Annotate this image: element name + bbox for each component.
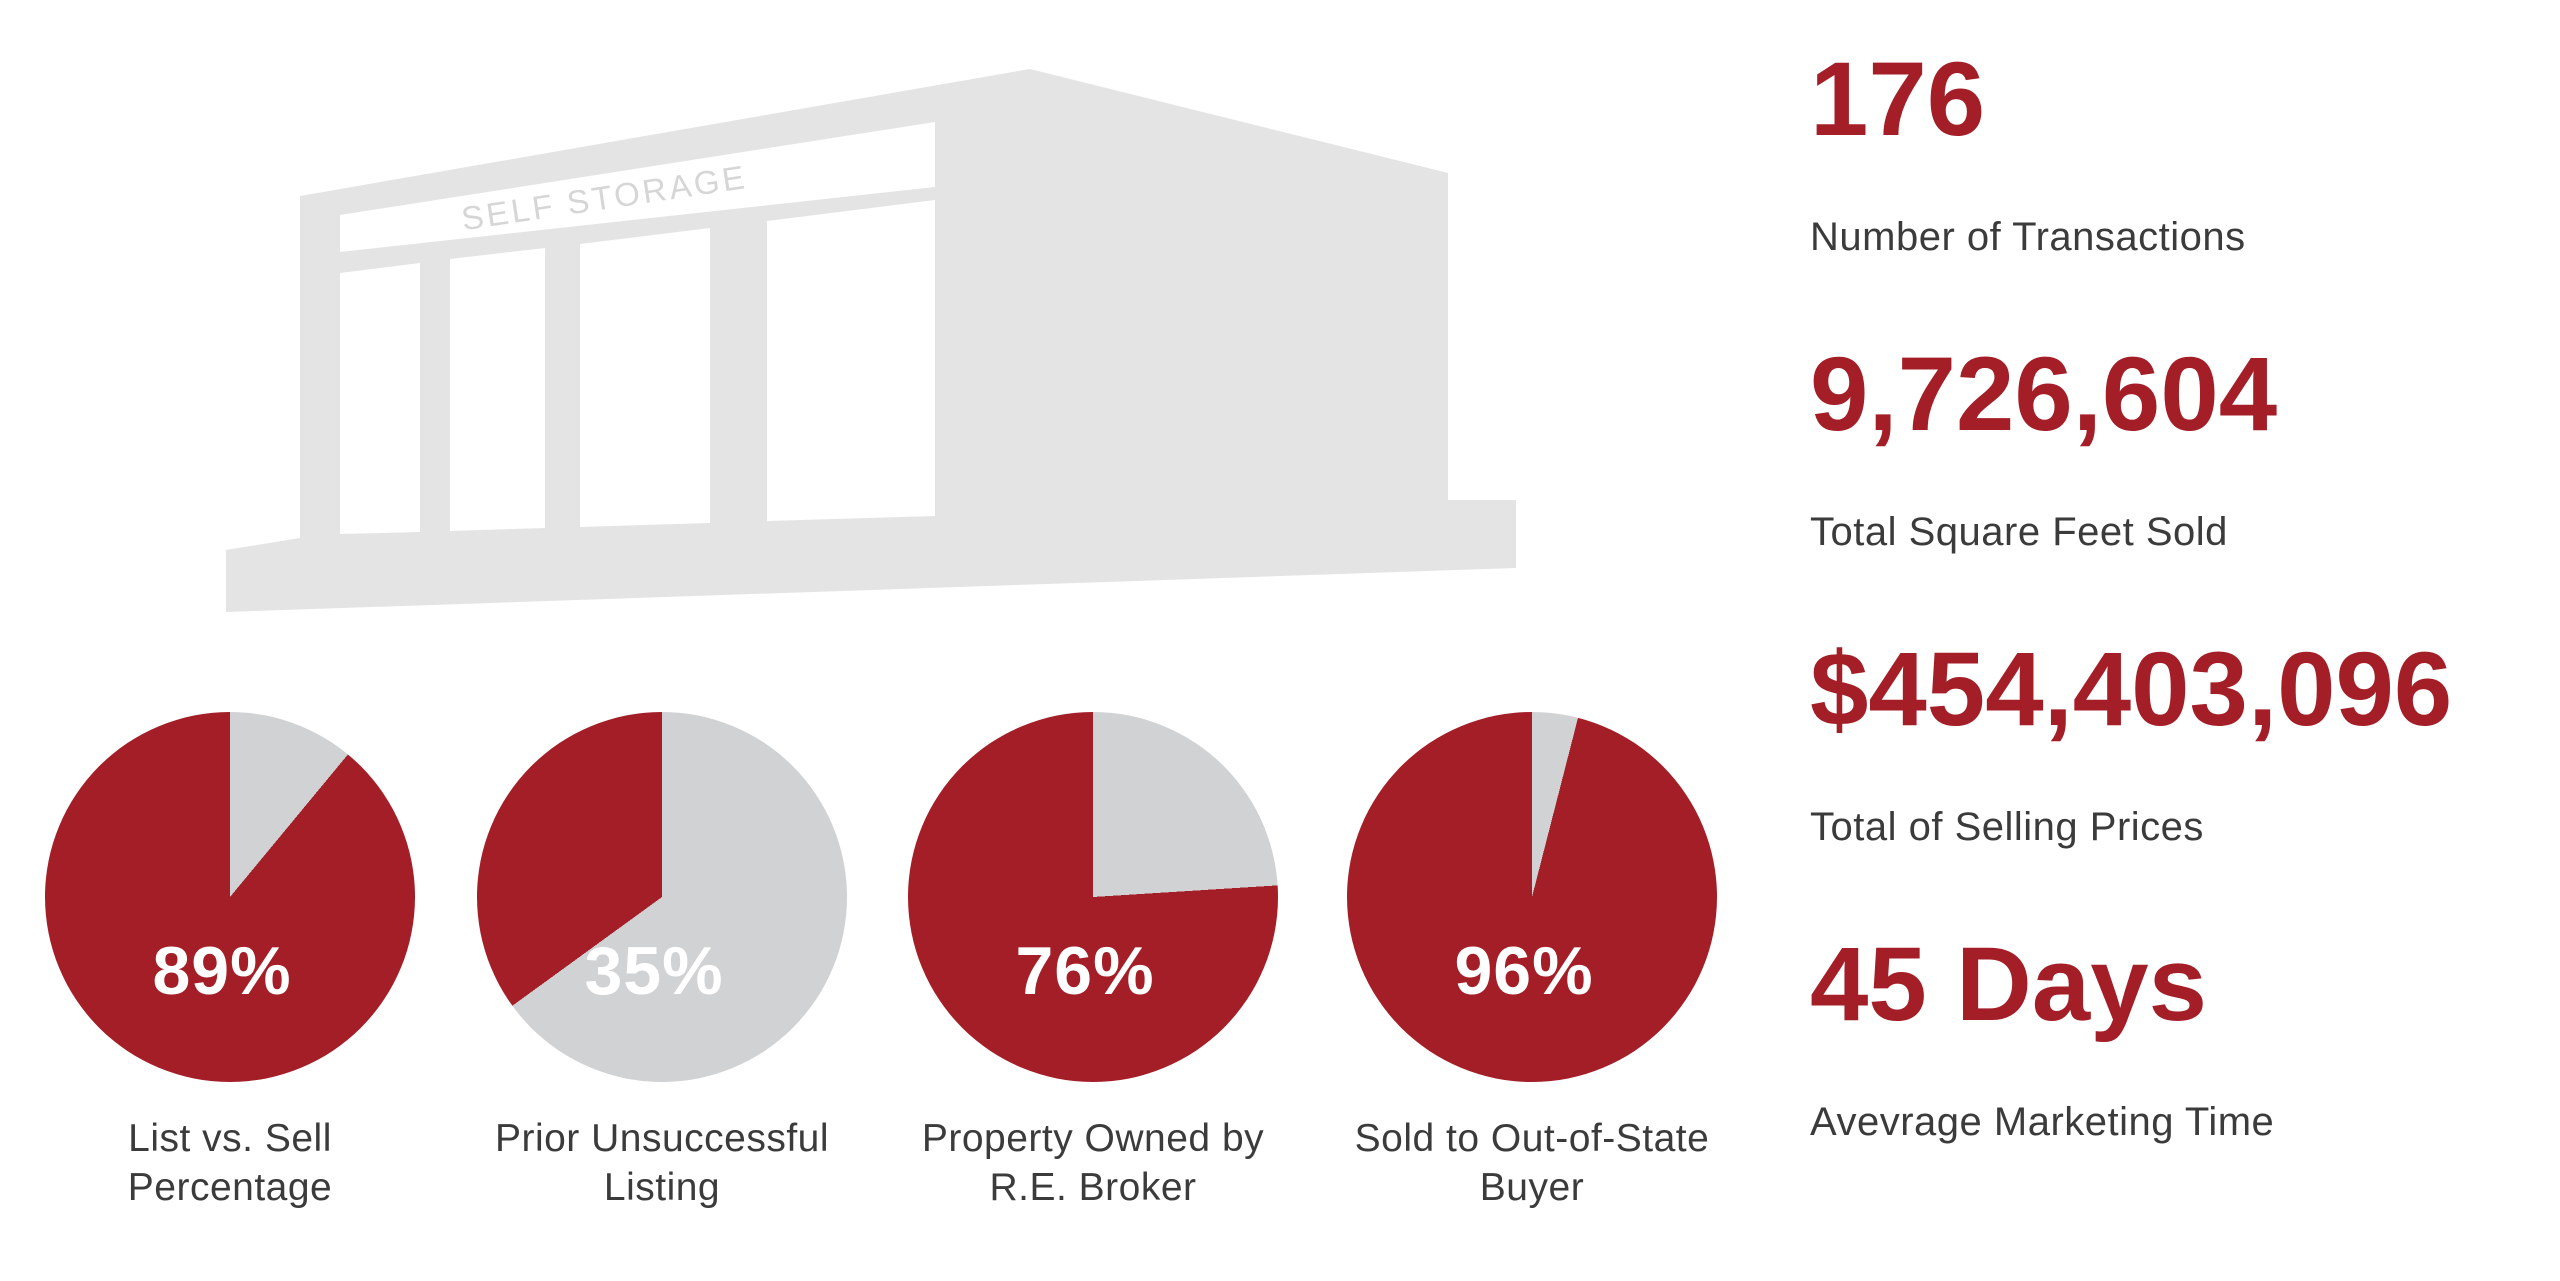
stat-average-marketing-time: 45 Days Avevrage Marketing Time xyxy=(1810,926,2540,1145)
pie-caption-prior-unsuccessful-listing: Prior Unsuccessful Listing xyxy=(422,1115,902,1213)
stat-total-of-selling-prices: $454,403,096 Total of Selling Prices xyxy=(1810,631,2540,850)
stat-label: Total Square Feet Sold xyxy=(1810,510,2228,555)
stat-total-square-feet-sold: 9,726,604 Total Square Feet Sold xyxy=(1810,336,2540,555)
stat-value: 9,726,604 xyxy=(1810,336,2278,453)
pie-chart-list-vs-sell: 89% xyxy=(45,712,415,1082)
building-base xyxy=(226,500,1516,612)
caption-line: Prior Unsuccessful xyxy=(494,1117,830,1160)
pie-percent-label: 35% xyxy=(584,933,724,1009)
caption-line: Listing xyxy=(603,1165,721,1209)
building-sign-band xyxy=(340,122,935,252)
stat-value: $454,403,096 xyxy=(1810,631,2453,748)
stat-label: Avevrage Marketing Time xyxy=(1810,1100,2275,1145)
caption-line: List vs. Sell xyxy=(128,1117,332,1160)
pie-caption-property-owned-by-broker: Property Owned by R.E. Broker xyxy=(853,1115,1333,1213)
pie-chart-sold-out-of-state: 96% xyxy=(1347,712,1717,1082)
building-door-1 xyxy=(340,263,420,534)
caption-line: Buyer xyxy=(1479,1165,1585,1209)
building-door-2 xyxy=(450,248,545,531)
building-door-3 xyxy=(580,228,710,527)
pie-caption-sold-out-of-state: Sold to Out-of-State Buyer xyxy=(1292,1115,1772,1213)
pie-percent-label: 76% xyxy=(1015,933,1155,1009)
pie-percent-label: 96% xyxy=(1454,933,1594,1009)
building-door-4 xyxy=(767,200,935,521)
building-svg: SELF STORAGE xyxy=(226,69,1516,612)
caption-line: Property Owned by xyxy=(921,1117,1265,1160)
pie-percent-label: 89% xyxy=(152,933,292,1009)
stat-label: Total of Selling Prices xyxy=(1810,805,2204,850)
pie-caption-list-vs-sell: List vs. Sell Percentage xyxy=(0,1115,470,1213)
stat-value: 176 xyxy=(1810,41,1986,158)
pie-chart-property-owned-by-broker: 76% xyxy=(908,712,1278,1082)
self-storage-building-illustration: SELF STORAGE xyxy=(225,60,1517,615)
caption-line: R.E. Broker xyxy=(989,1165,1197,1209)
caption-line: Sold to Out-of-State xyxy=(1354,1117,1710,1160)
pie-chart-prior-unsuccessful-listing: 35% xyxy=(477,712,847,1082)
stat-label: Number of Transactions xyxy=(1810,215,2246,260)
stat-value: 45 Days xyxy=(1810,926,2207,1043)
caption-line: Percentage xyxy=(127,1165,333,1209)
stat-number-of-transactions: 176 Number of Transactions xyxy=(1810,41,2540,260)
